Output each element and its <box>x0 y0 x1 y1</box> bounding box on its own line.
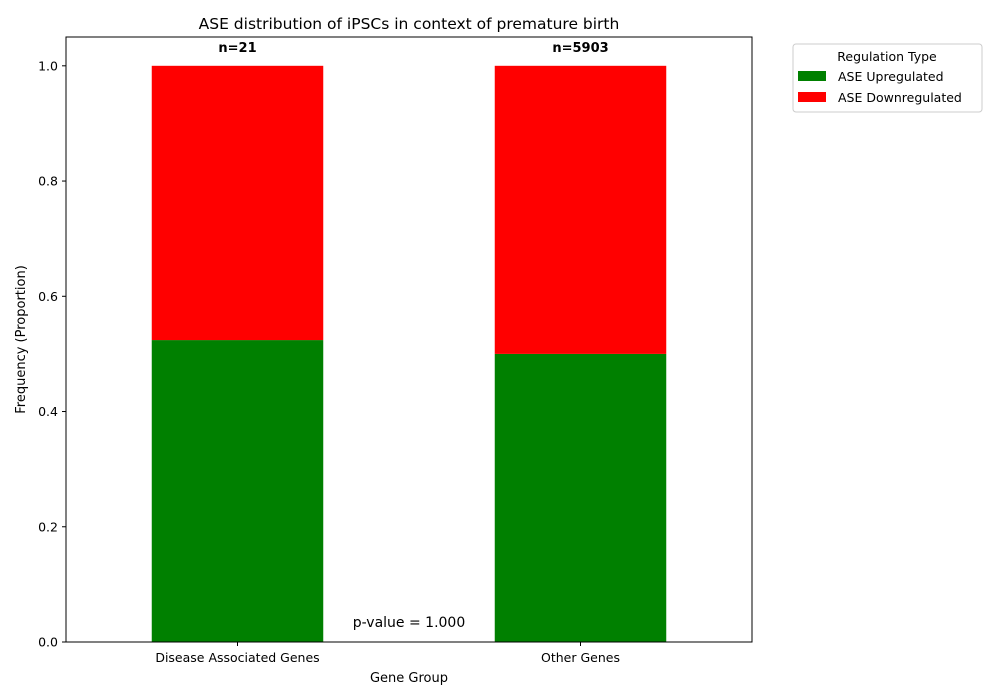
bar-downregulated-2 <box>494 65 667 354</box>
bar-upregulated-2 <box>494 353 667 642</box>
y-tick-label: 0.8 <box>38 174 58 189</box>
y-tick-label: 0.6 <box>38 289 58 304</box>
y-tick-label: 0.0 <box>38 635 58 650</box>
bar-upregulated-1 <box>151 340 324 642</box>
legend-title: Regulation Type <box>837 49 937 64</box>
plot-frame <box>65 36 753 643</box>
x-tick-label: Disease Associated Genes <box>155 650 319 665</box>
bars-layer <box>151 65 667 642</box>
chart-title: ASE distribution of iPSCs in context of … <box>199 15 620 33</box>
bar-count-label: n=5903 <box>552 41 608 56</box>
legend-box <box>792 43 983 113</box>
y-tick-label: 0.4 <box>38 404 58 419</box>
y-axis-label: Frequency (Proportion) <box>14 265 29 414</box>
legend-swatch-upregulated <box>798 71 826 81</box>
x-axis: Disease Associated Genes Other Genes <box>155 642 620 665</box>
legend-items: ASE Upregulated ASE Downregulated <box>798 69 962 105</box>
x-axis-label: Gene Group <box>370 671 448 686</box>
p-value-annotation: p-value = 1.000 <box>353 615 466 631</box>
legend-label-downregulated: ASE Downregulated <box>838 90 962 105</box>
legend-label-upregulated: ASE Upregulated <box>838 69 944 84</box>
legend: Regulation Type ASE Upregulated ASE Downr… <box>792 43 983 113</box>
legend-swatch-downregulated <box>798 92 826 102</box>
x-tick-label: Other Genes <box>541 650 620 665</box>
bar-downregulated-1 <box>151 65 324 341</box>
y-tick-label: 1.0 <box>38 58 58 73</box>
bar-count-label: n=21 <box>218 41 256 56</box>
bar-count-labels: n=21 n=5903 <box>218 41 608 56</box>
y-tick-label: 0.2 <box>38 519 58 534</box>
y-axis: 0.0 0.2 0.4 0.6 0.8 1.0 <box>38 58 66 650</box>
